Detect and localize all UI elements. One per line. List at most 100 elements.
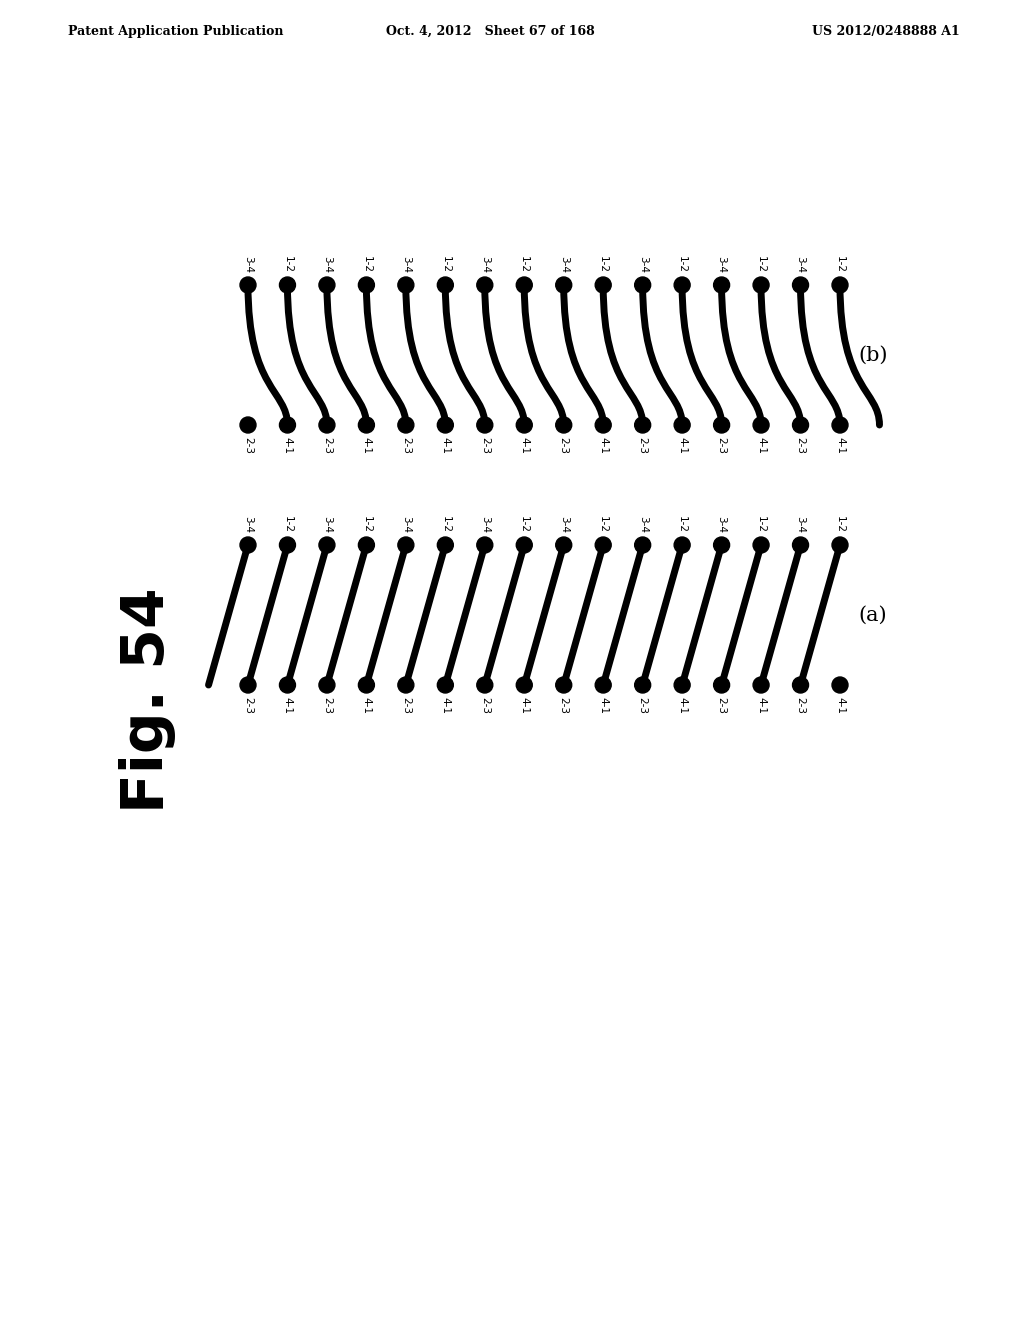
Circle shape [240, 277, 256, 293]
Text: 3-4: 3-4 [638, 516, 647, 533]
Text: 2-3: 2-3 [796, 437, 806, 454]
Circle shape [477, 677, 493, 693]
Text: 1-2: 1-2 [283, 516, 293, 533]
Circle shape [318, 677, 335, 693]
Text: (b): (b) [858, 346, 888, 364]
Circle shape [556, 277, 571, 293]
Text: 4-1: 4-1 [835, 697, 845, 714]
Circle shape [635, 537, 650, 553]
Circle shape [280, 277, 296, 293]
Circle shape [280, 677, 296, 693]
Text: US 2012/0248888 A1: US 2012/0248888 A1 [812, 25, 961, 38]
Text: Fig. 54: Fig. 54 [120, 587, 176, 813]
Text: 4-1: 4-1 [598, 697, 608, 714]
Text: 2-3: 2-3 [717, 437, 727, 454]
Text: 2-3: 2-3 [400, 437, 411, 454]
Circle shape [556, 537, 571, 553]
Circle shape [477, 417, 493, 433]
Text: 2-3: 2-3 [717, 697, 727, 714]
Circle shape [556, 417, 571, 433]
Circle shape [318, 417, 335, 433]
Text: 1-2: 1-2 [598, 516, 608, 533]
Text: 3-4: 3-4 [638, 256, 647, 273]
Circle shape [714, 277, 729, 293]
Circle shape [674, 277, 690, 293]
Circle shape [831, 677, 848, 693]
Text: 3-4: 3-4 [717, 516, 727, 533]
Text: 2-3: 2-3 [322, 697, 332, 714]
Circle shape [280, 537, 296, 553]
Text: 2-3: 2-3 [480, 437, 489, 454]
Circle shape [437, 417, 454, 433]
Text: 1-2: 1-2 [283, 256, 293, 273]
Text: 4-1: 4-1 [598, 437, 608, 454]
Circle shape [635, 277, 650, 293]
Circle shape [318, 277, 335, 293]
Circle shape [753, 677, 769, 693]
Circle shape [595, 537, 611, 553]
Circle shape [240, 417, 256, 433]
Circle shape [674, 677, 690, 693]
Text: 3-4: 3-4 [243, 516, 253, 533]
Circle shape [398, 677, 414, 693]
Circle shape [437, 277, 454, 293]
Text: 2-3: 2-3 [243, 437, 253, 454]
Text: 4-1: 4-1 [677, 437, 687, 454]
Circle shape [831, 417, 848, 433]
Text: 3-4: 3-4 [480, 256, 489, 273]
Circle shape [753, 537, 769, 553]
Circle shape [793, 417, 809, 433]
Text: 1-2: 1-2 [677, 516, 687, 533]
Circle shape [793, 277, 809, 293]
Text: 2-3: 2-3 [638, 697, 647, 714]
Text: 3-4: 3-4 [796, 516, 806, 533]
Text: 3-4: 3-4 [559, 256, 568, 273]
Circle shape [477, 277, 493, 293]
Circle shape [358, 677, 375, 693]
Circle shape [556, 677, 571, 693]
Circle shape [714, 677, 729, 693]
Text: 4-1: 4-1 [283, 437, 293, 454]
Circle shape [714, 537, 729, 553]
Circle shape [674, 537, 690, 553]
Text: 4-1: 4-1 [835, 437, 845, 454]
Text: 1-2: 1-2 [756, 256, 766, 273]
Text: 3-4: 3-4 [322, 256, 332, 273]
Circle shape [831, 277, 848, 293]
Circle shape [477, 537, 493, 553]
Text: 1-2: 1-2 [598, 256, 608, 273]
Text: 1-2: 1-2 [519, 516, 529, 533]
Circle shape [358, 417, 375, 433]
Text: 4-1: 4-1 [519, 697, 529, 714]
Circle shape [793, 537, 809, 553]
Circle shape [635, 677, 650, 693]
Circle shape [437, 677, 454, 693]
Circle shape [240, 537, 256, 553]
Text: 2-3: 2-3 [559, 697, 568, 714]
Text: 4-1: 4-1 [519, 437, 529, 454]
Circle shape [516, 537, 532, 553]
Circle shape [753, 277, 769, 293]
Text: 4-1: 4-1 [677, 697, 687, 714]
Text: 1-2: 1-2 [756, 516, 766, 533]
Text: 2-3: 2-3 [322, 437, 332, 454]
Circle shape [398, 417, 414, 433]
Text: 4-1: 4-1 [283, 697, 293, 714]
Circle shape [398, 537, 414, 553]
Text: 1-2: 1-2 [835, 516, 845, 533]
Text: 1-2: 1-2 [361, 256, 372, 273]
Circle shape [280, 417, 296, 433]
Circle shape [635, 417, 650, 433]
Text: Oct. 4, 2012   Sheet 67 of 168: Oct. 4, 2012 Sheet 67 of 168 [386, 25, 594, 38]
Circle shape [318, 537, 335, 553]
Text: 1-2: 1-2 [440, 256, 451, 273]
Text: 1-2: 1-2 [361, 516, 372, 533]
Text: 4-1: 4-1 [361, 437, 372, 454]
Text: 3-4: 3-4 [400, 516, 411, 533]
Circle shape [831, 537, 848, 553]
Text: 3-4: 3-4 [717, 256, 727, 273]
Text: 3-4: 3-4 [559, 516, 568, 533]
Circle shape [358, 277, 375, 293]
Circle shape [358, 537, 375, 553]
Circle shape [595, 417, 611, 433]
